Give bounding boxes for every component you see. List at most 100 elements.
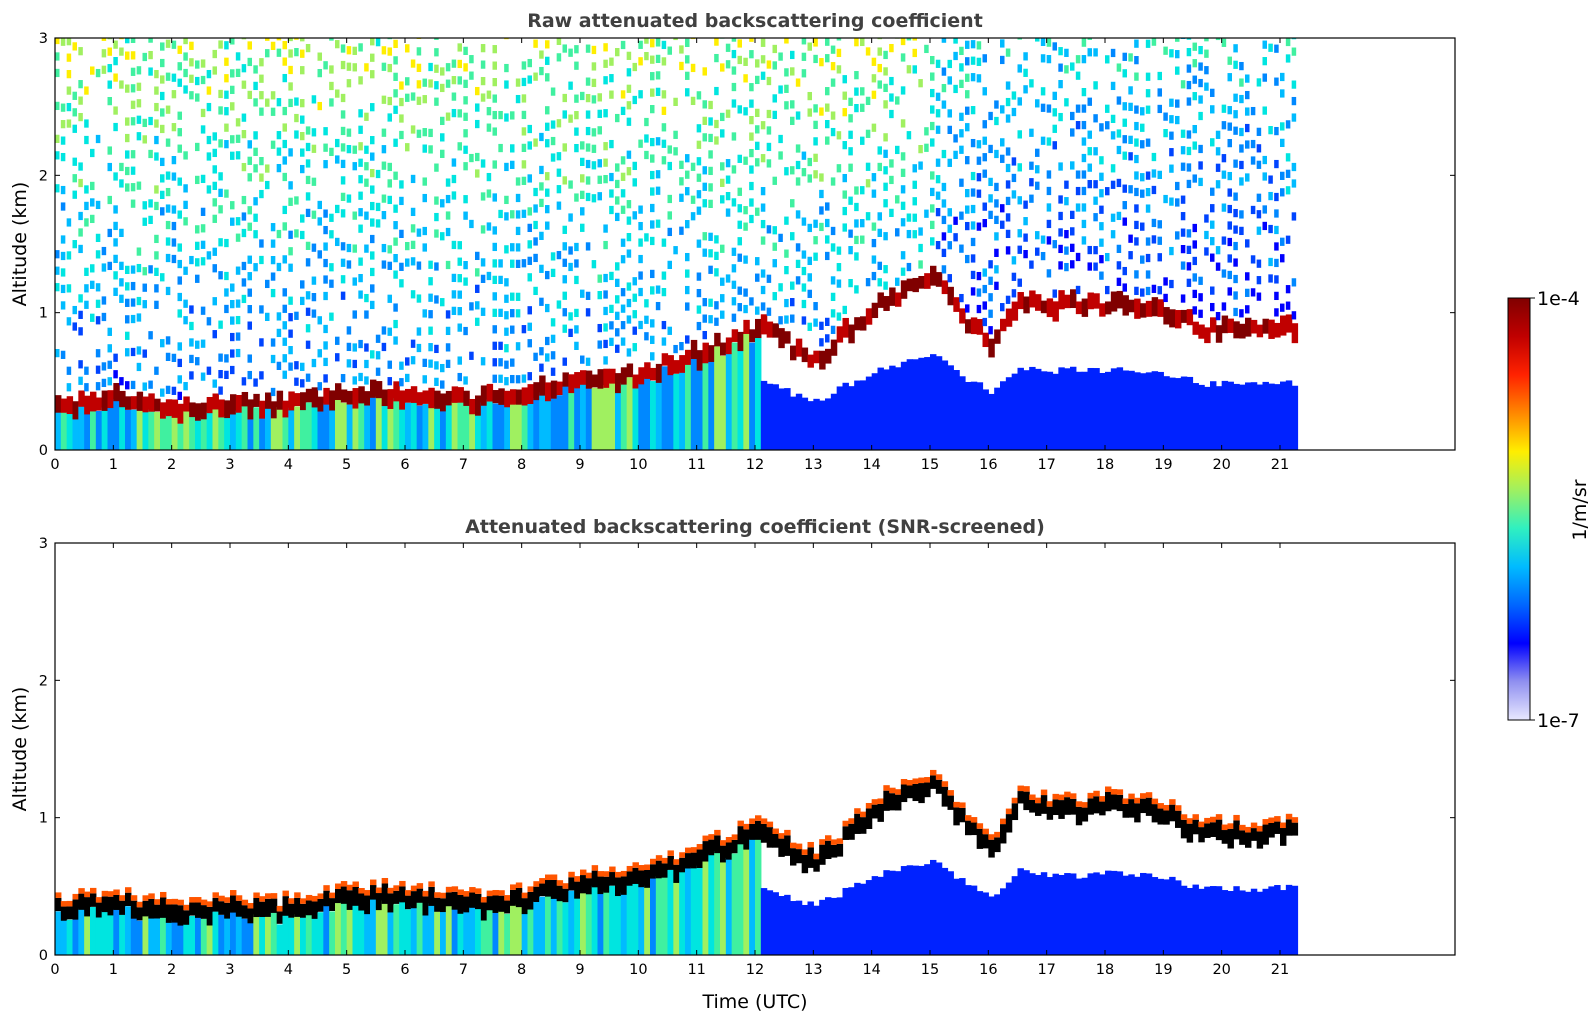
heatmap-cell — [486, 90, 492, 99]
heatmap-cell — [282, 896, 289, 916]
heatmap-cell — [469, 153, 474, 163]
heatmap-cell — [1227, 254, 1233, 263]
heatmap-cell — [795, 78, 801, 87]
heatmap-cell — [370, 899, 377, 955]
heatmap-cell — [970, 287, 976, 296]
heatmap-cell — [1058, 367, 1065, 450]
heatmap-cell — [685, 302, 690, 311]
heatmap-cell — [708, 232, 713, 241]
heatmap-cell — [1075, 371, 1083, 450]
heatmap-cell — [731, 198, 737, 207]
heatmap-cell — [457, 323, 463, 332]
heatmap-cell — [125, 396, 132, 410]
heatmap-cell — [521, 387, 529, 406]
heatmap-cell — [801, 168, 807, 177]
heatmap-cell — [533, 138, 538, 147]
heatmap-cell — [253, 897, 260, 918]
heatmap-cell — [527, 886, 534, 892]
heatmap-cell — [755, 318, 762, 339]
heatmap-cell — [305, 900, 313, 916]
heatmap-cell — [871, 57, 877, 66]
heatmap-cell — [801, 266, 807, 276]
heatmap-cell — [206, 366, 212, 375]
heatmap-cell — [329, 38, 334, 41]
heatmap-cell — [574, 45, 579, 54]
heatmap-cell — [953, 38, 958, 44]
heatmap-cell — [130, 409, 138, 450]
heatmap-cell — [515, 904, 523, 955]
heatmap-cell — [906, 865, 914, 955]
heatmap-cell — [865, 162, 871, 171]
heatmap-cell — [760, 818, 768, 824]
heatmap-cell — [1046, 38, 1052, 47]
heatmap-cell — [1157, 253, 1163, 262]
heatmap-cell — [1227, 270, 1233, 280]
heatmap-cell — [702, 116, 708, 125]
heatmap-cell — [533, 398, 540, 450]
heatmap-cell — [224, 400, 231, 419]
heatmap-cell — [970, 73, 976, 82]
heatmap-cell — [486, 896, 494, 911]
heatmap-cell — [1192, 223, 1198, 233]
heatmap-cell — [480, 225, 486, 234]
heatmap-cell — [527, 306, 533, 315]
heatmap-cell — [200, 125, 206, 134]
heatmap-cell — [574, 308, 579, 318]
heatmap-cell — [1192, 124, 1198, 134]
heatmap-cell — [807, 174, 813, 183]
heatmap-cell — [224, 354, 229, 363]
heatmap-cell — [848, 130, 853, 139]
heatmap-cell — [743, 288, 748, 297]
heatmap-cell — [1245, 107, 1250, 116]
heatmap-cell — [218, 271, 223, 280]
heatmap-cell — [1064, 230, 1069, 239]
heatmap-cell — [620, 205, 626, 214]
heatmap-cell — [790, 848, 797, 866]
heatmap-cell — [1046, 186, 1052, 196]
heatmap-cell — [160, 207, 165, 216]
heatmap-cell — [212, 297, 218, 306]
heatmap-cell — [889, 793, 896, 811]
heatmap-cell — [673, 373, 680, 450]
heatmap-cell — [1046, 801, 1054, 807]
heatmap-cell — [807, 108, 813, 117]
heatmap-cell — [515, 887, 523, 908]
heatmap-cell — [848, 823, 855, 840]
heatmap-cell — [1122, 798, 1129, 804]
heatmap-cell — [941, 83, 947, 93]
heatmap-cell — [1029, 800, 1036, 813]
heatmap-cell — [200, 108, 206, 118]
heatmap-cell — [1134, 187, 1139, 197]
heatmap-cell — [906, 131, 912, 140]
heatmap-cell — [1274, 126, 1279, 136]
heatmap-cell — [212, 214, 218, 223]
heatmap-cell — [632, 211, 638, 220]
heatmap-cell — [1011, 373, 1019, 450]
heatmap-cell — [451, 240, 457, 250]
heatmap-cell — [515, 193, 521, 203]
heatmap-cell — [825, 218, 830, 228]
heatmap-cell — [760, 219, 766, 229]
heatmap-cell — [550, 396, 558, 450]
heatmap-cell — [1280, 381, 1287, 450]
heatmap-cell — [323, 143, 328, 152]
heatmap-cell — [515, 882, 523, 888]
heatmap-cell — [778, 85, 783, 94]
heatmap-cell — [556, 201, 562, 210]
heatmap-cell — [84, 267, 89, 276]
heatmap-cell — [288, 391, 295, 411]
heatmap-cell — [1215, 38, 1221, 41]
heatmap-cell — [1081, 371, 1089, 450]
heatmap-cell — [539, 66, 544, 76]
heatmap-cell — [66, 86, 72, 95]
heatmap-cell — [130, 117, 136, 126]
heatmap-cell — [702, 248, 708, 257]
heatmap-cell — [871, 173, 877, 182]
heatmap-cell — [667, 372, 674, 450]
heatmap-cell — [644, 315, 649, 324]
heatmap-cell — [60, 284, 66, 294]
heatmap-cell — [200, 224, 206, 233]
heatmap-cell — [836, 843, 844, 857]
heatmap-cell — [475, 152, 480, 162]
heatmap-cell — [626, 167, 632, 176]
